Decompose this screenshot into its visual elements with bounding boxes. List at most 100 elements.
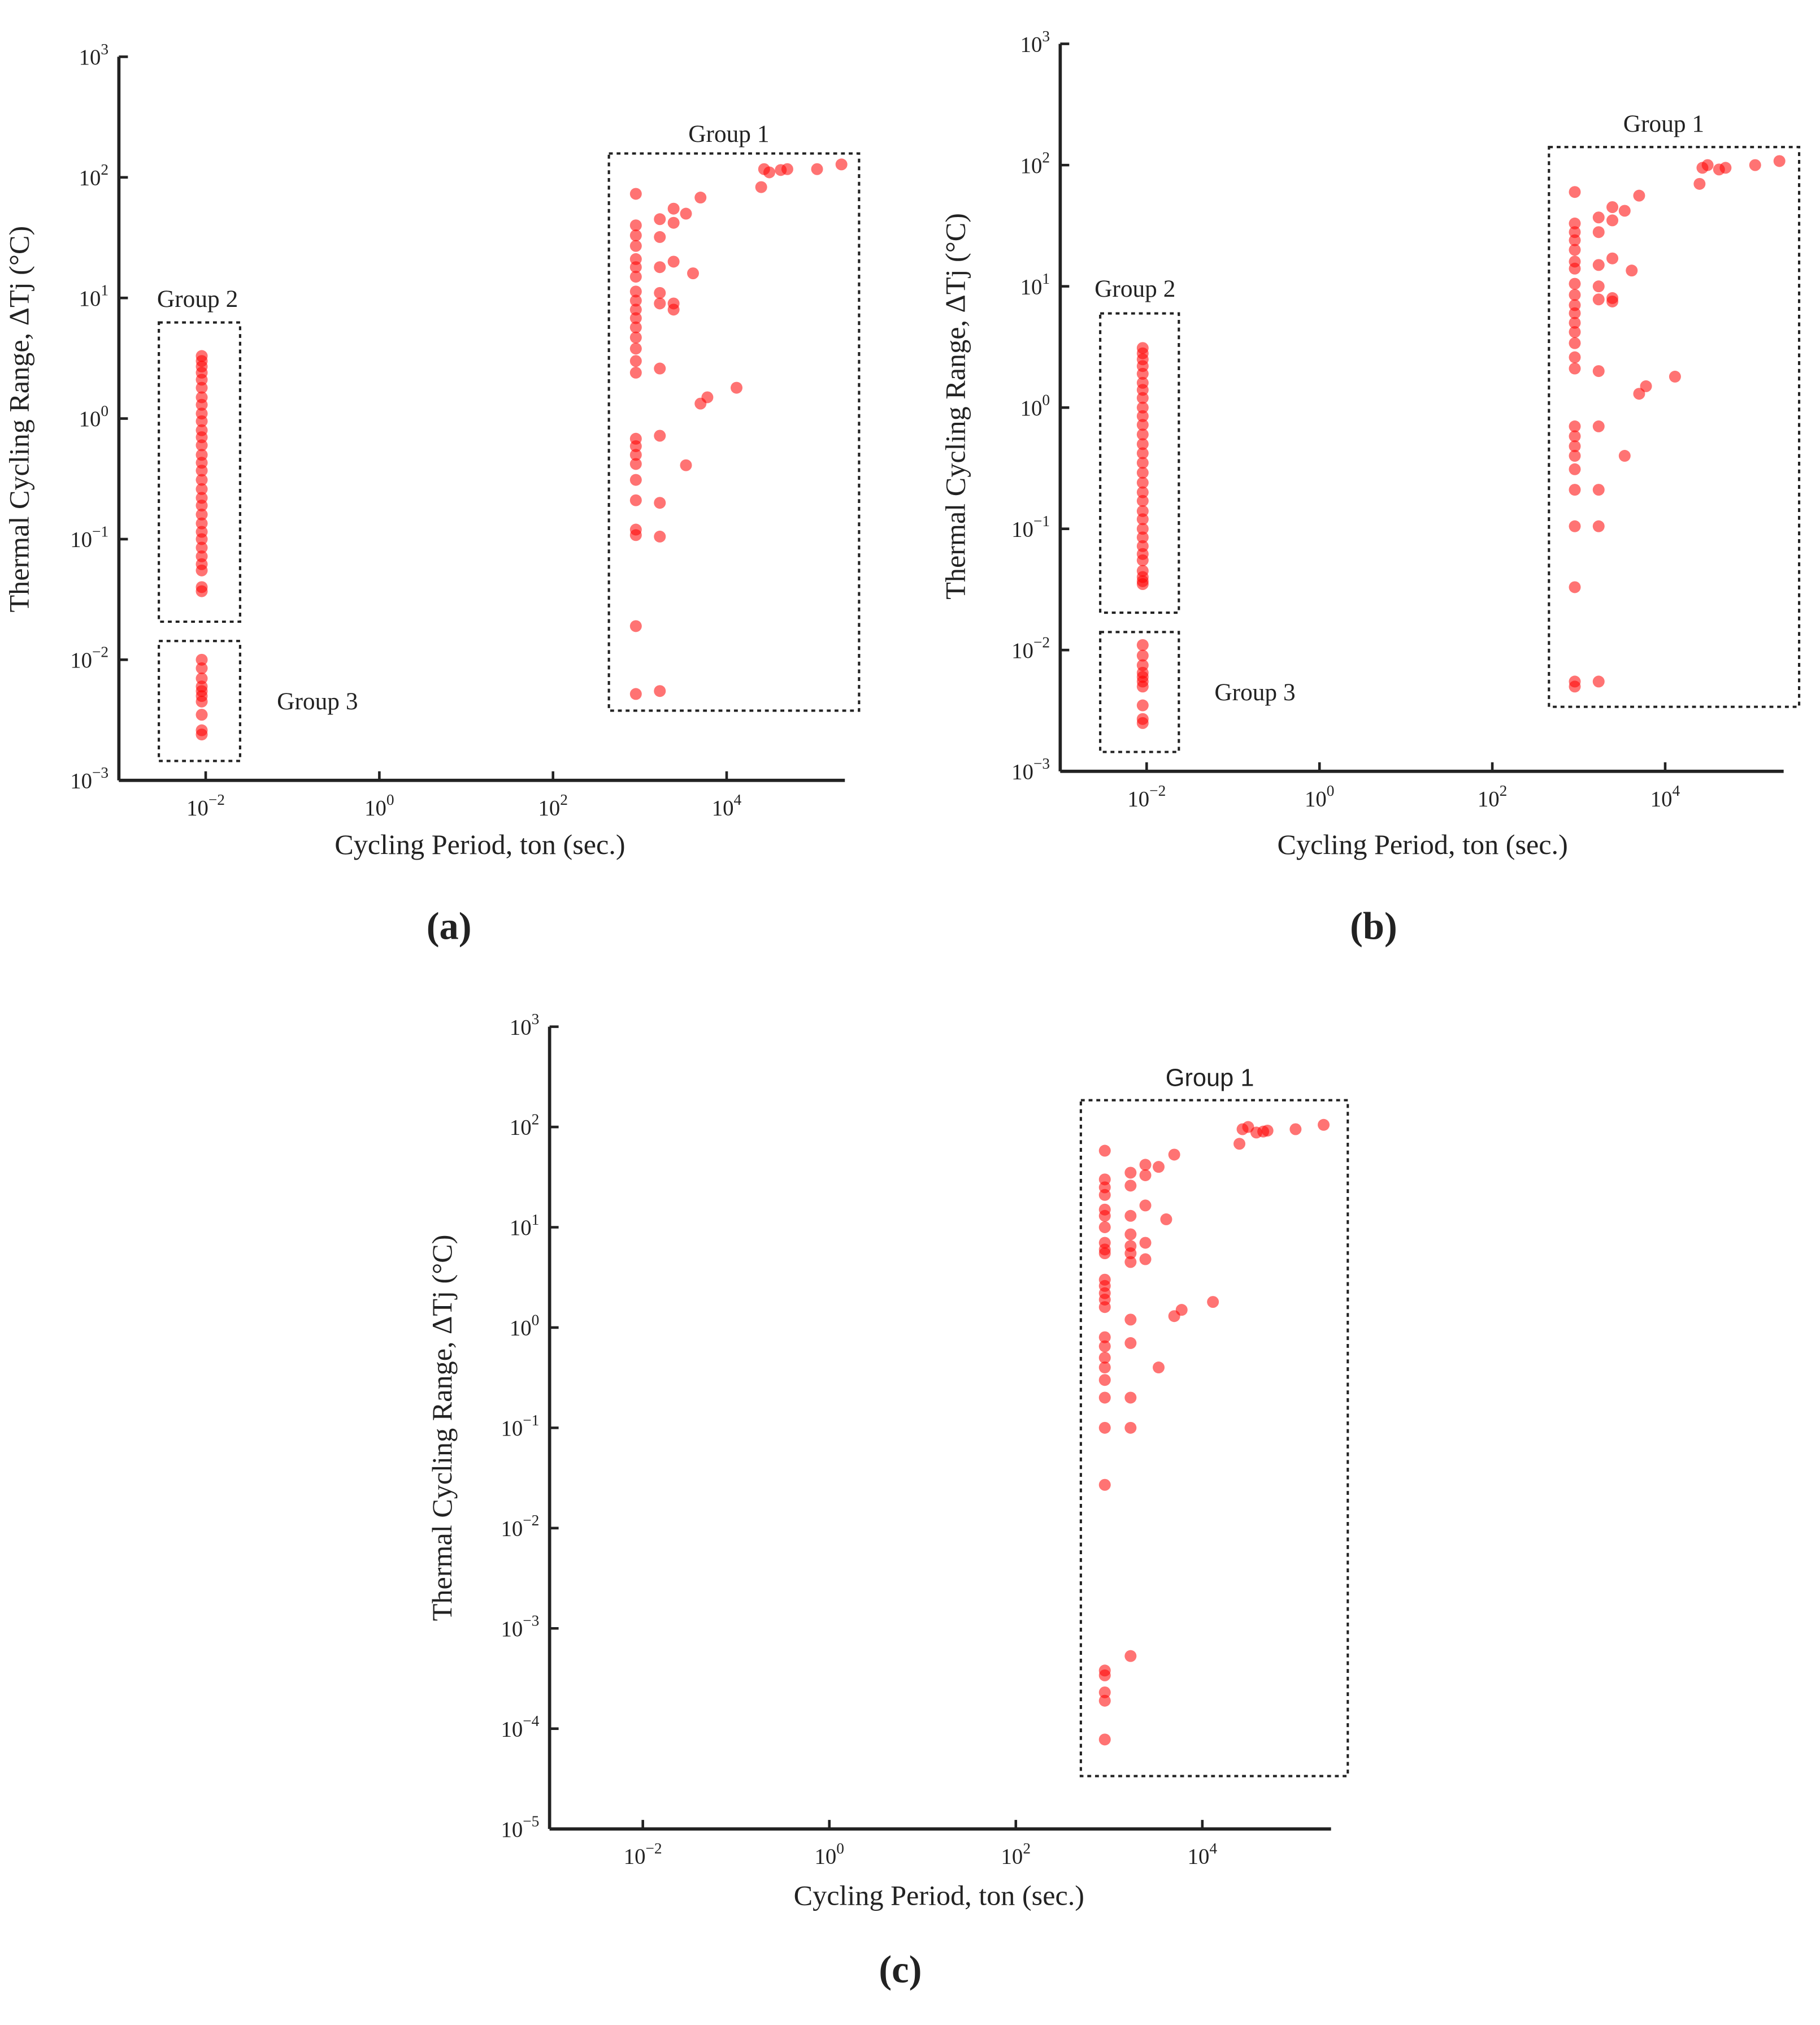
- point: [680, 207, 692, 220]
- point: [629, 303, 642, 316]
- point: [667, 255, 680, 268]
- point: [763, 166, 776, 179]
- point: [1633, 388, 1645, 400]
- point: [1569, 362, 1581, 375]
- point: [629, 188, 642, 200]
- point: [1136, 554, 1149, 566]
- point: [196, 653, 208, 666]
- point: [1569, 244, 1581, 256]
- group-box: [1548, 146, 1801, 708]
- point: [654, 497, 666, 509]
- point: [196, 533, 208, 545]
- point: [629, 229, 642, 242]
- annotation: Group 3: [1214, 679, 1295, 706]
- point: [196, 483, 208, 495]
- y-tick-label: 101: [79, 282, 108, 311]
- point: [1136, 523, 1149, 535]
- x-tick-label: 100: [364, 791, 394, 820]
- point: [629, 285, 642, 298]
- y-tick-label: 100: [510, 1311, 539, 1340]
- group-box: [1099, 631, 1180, 753]
- point: [1289, 1123, 1302, 1135]
- annotation: Group 2: [1094, 275, 1175, 302]
- point: [1098, 1340, 1111, 1352]
- point: [1749, 159, 1761, 171]
- point: [1592, 520, 1605, 532]
- point: [1136, 367, 1149, 380]
- point: [654, 261, 666, 274]
- point: [1153, 1161, 1165, 1173]
- y-axis-label: Thermal Cycling Range, ΔTj (°C): [939, 213, 971, 600]
- point: [1136, 680, 1149, 693]
- x-tick-label: 10−2: [624, 1840, 662, 1868]
- y-tick-label: 10−1: [501, 1412, 539, 1441]
- point: [1139, 1159, 1152, 1171]
- point: [1569, 680, 1581, 693]
- point: [1569, 299, 1581, 311]
- point: [1618, 205, 1631, 217]
- point: [1618, 450, 1631, 462]
- point: [196, 662, 208, 674]
- y-tick-label: 101: [510, 1211, 539, 1240]
- point: [1175, 1304, 1188, 1316]
- y-tick-label: 10−2: [1011, 634, 1050, 663]
- point: [629, 321, 642, 333]
- point: [1233, 1138, 1246, 1150]
- x-axis-label: Cycling Period, ton (sec.): [335, 829, 625, 860]
- point: [1136, 457, 1149, 469]
- point: [1569, 234, 1581, 246]
- point: [1318, 1118, 1330, 1131]
- y-tick-label: 102: [1020, 149, 1050, 178]
- point: [811, 163, 823, 175]
- point: [1139, 1169, 1152, 1181]
- y-tick-label: 10−3: [501, 1612, 539, 1641]
- point: [1136, 466, 1149, 479]
- point: [196, 465, 208, 477]
- point: [1139, 1253, 1152, 1265]
- point: [629, 458, 642, 470]
- point: [1569, 351, 1581, 363]
- point: [1136, 717, 1149, 729]
- point: [1207, 1296, 1219, 1308]
- point: [1606, 295, 1619, 307]
- point: [1098, 1247, 1111, 1260]
- point: [629, 688, 642, 700]
- point: [1592, 420, 1605, 432]
- point: [1569, 316, 1581, 329]
- y-tick-label: 10−1: [1011, 513, 1050, 541]
- point: [196, 381, 208, 394]
- group-box: [158, 640, 241, 762]
- x-tick-label: 10−2: [1127, 782, 1166, 811]
- point: [1098, 1331, 1111, 1343]
- point: [1136, 578, 1149, 590]
- y-axis-label: Thermal Cycling Range, ΔTj (°C): [3, 226, 35, 613]
- x-tick-label: 104: [712, 791, 742, 820]
- y-tick-label: 10−3: [1011, 755, 1050, 784]
- point: [196, 499, 208, 511]
- x-tick-label: 100: [1305, 782, 1334, 811]
- point: [1136, 410, 1149, 422]
- point: [629, 474, 642, 486]
- y-tick-label: 10−4: [501, 1712, 539, 1741]
- point: [1098, 1694, 1111, 1707]
- point: [687, 267, 700, 280]
- point: [1136, 384, 1149, 396]
- point: [1124, 1167, 1137, 1179]
- point: [1124, 1247, 1137, 1260]
- point: [1136, 401, 1149, 414]
- annotation: Group 3: [277, 688, 358, 715]
- point: [1592, 484, 1605, 496]
- point: [629, 449, 642, 461]
- point: [654, 297, 666, 310]
- y-tick-label: 10−2: [501, 1512, 539, 1541]
- x-axis-label: Cycling Period, ton (sec.): [794, 1880, 1084, 1911]
- point: [1626, 264, 1638, 277]
- point: [629, 494, 642, 506]
- point: [1606, 214, 1619, 227]
- point: [1136, 639, 1149, 651]
- point: [1160, 1213, 1172, 1225]
- point: [1569, 450, 1581, 462]
- point: [1098, 1301, 1111, 1313]
- point: [1136, 419, 1149, 431]
- annotation: Group 1: [1623, 110, 1704, 137]
